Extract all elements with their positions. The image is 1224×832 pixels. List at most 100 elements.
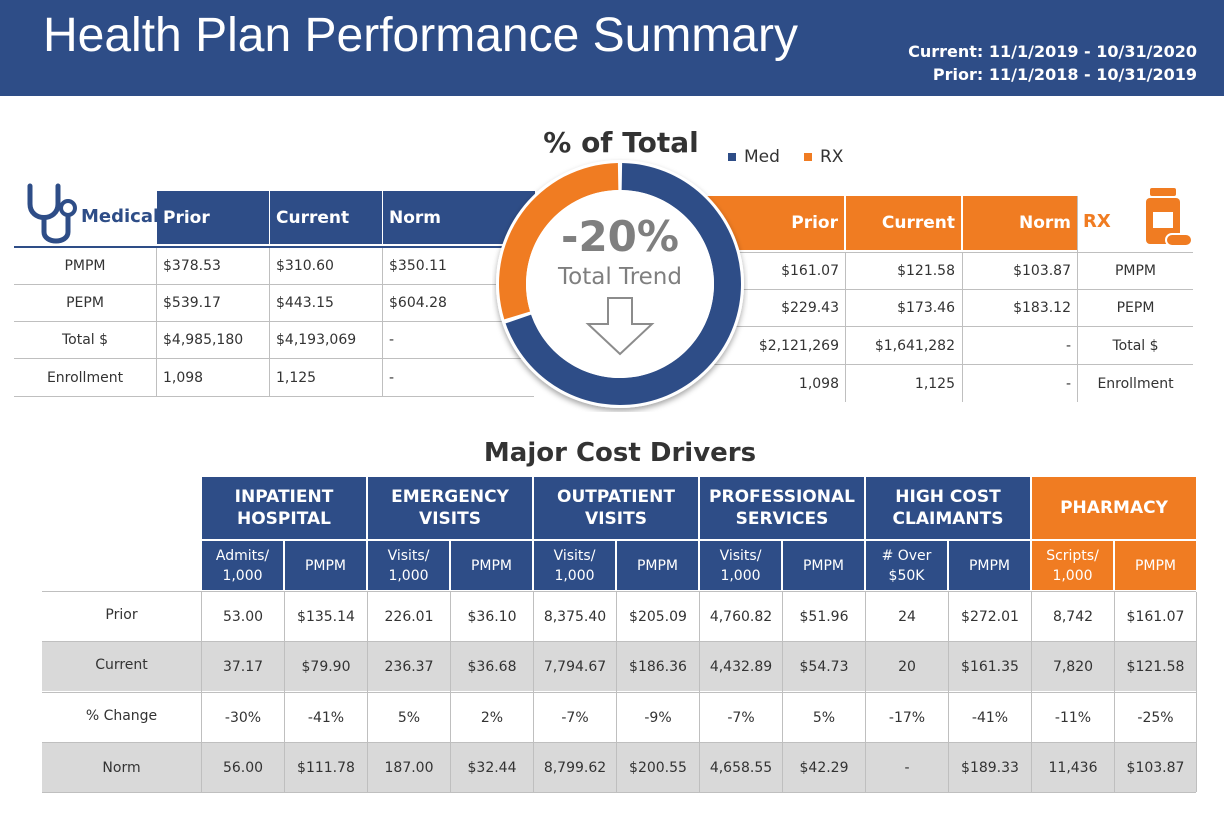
medical-row-divider [14, 396, 534, 397]
medical-row-label: Total $ [61, 332, 109, 348]
medical-cell: $443.15 [276, 295, 334, 311]
medical-cell: - [389, 369, 395, 386]
medical-cell: $4,193,069 [276, 332, 357, 348]
drivers-col-divider [450, 592, 451, 792]
drivers-col-divider [948, 592, 949, 792]
subheader-pmpm: PMPM [1115, 541, 1196, 590]
drivers-col-divider [616, 592, 617, 792]
page-title: Health Plan Performance Summary [43, 9, 798, 62]
legend-item-med: Med [728, 147, 780, 167]
header-banner: Health Plan Performance Summary Current:… [0, 0, 1224, 96]
medical-cell: 1,125 [276, 369, 317, 386]
donut-slice-rx [499, 163, 619, 320]
drivers-cell: -41% [971, 709, 1009, 726]
subheader-metric: Scripts/ 1,000 [1032, 541, 1113, 590]
rx-cell: $2,121,269 [758, 337, 839, 354]
drivers-cell: 53.00 [222, 608, 264, 625]
medical-col-prior: Prior [157, 191, 269, 244]
rx-col-divider [1077, 196, 1078, 402]
drivers-cell: 8,742 [1052, 608, 1094, 625]
medical-row-divider [14, 358, 534, 359]
drivers-cell: $186.36 [629, 659, 687, 675]
rx-col-current: Current [846, 196, 961, 250]
drivers-cell: 24 [898, 608, 916, 625]
drivers-cell: -30% [224, 709, 262, 726]
drivers-row-divider [42, 641, 1196, 642]
drivers-col-divider [1114, 592, 1115, 792]
drivers-col-divider [699, 592, 700, 792]
subheader-pmpm: PMPM [949, 541, 1030, 590]
rx-header-rule [706, 252, 1193, 253]
drivers-cell: 20 [898, 659, 916, 675]
subheader-metric: Visits/ 1,000 [368, 541, 449, 590]
rx-cell: $121.58 [897, 262, 955, 279]
donut-hole [526, 190, 714, 378]
rx-cell: $229.43 [781, 300, 839, 316]
rx-cell: $161.07 [781, 262, 839, 279]
medical-col-divider [156, 248, 157, 396]
drivers-col-divider [367, 592, 368, 792]
drivers-cell: -7% [727, 709, 755, 726]
drivers-cell: 8,375.40 [543, 608, 607, 625]
rx-cell: - [1065, 375, 1071, 392]
drivers-cell: 4,432.89 [709, 659, 773, 675]
drivers-col-divider [865, 592, 866, 792]
group-header-professional: PROFESSIONAL SERVICES [700, 477, 864, 539]
subheader-pmpm: PMPM [783, 541, 864, 590]
rx-col-divider [845, 252, 846, 402]
rx-col-norm: Norm [963, 196, 1077, 250]
subheader-pmpm: PMPM [285, 541, 366, 590]
date-ranges: Current: 11/1/2019 - 10/31/2020 Prior: 1… [908, 40, 1197, 86]
rx-cell: $103.87 [1013, 262, 1071, 279]
drivers-cell: $103.87 [1126, 759, 1185, 776]
medical-col-divider [382, 248, 383, 396]
drivers-cell: 226.01 [384, 608, 434, 625]
drivers-cell: -17% [888, 709, 926, 726]
medical-row-label: Enrollment [46, 369, 124, 386]
drivers-cell: $51.96 [799, 608, 849, 625]
drivers-cell: 56.00 [222, 759, 264, 776]
drivers-cell: 4,760.82 [709, 608, 773, 625]
drivers-row-label: Prior [105, 607, 138, 623]
legend-swatch-rx [804, 153, 812, 161]
chart-title: % of Total [543, 126, 699, 159]
drivers-cell: 2% [480, 709, 504, 726]
medical-col-divider [269, 248, 270, 396]
drivers-col-divider [1031, 592, 1032, 792]
rx-row-label: Total $ [1112, 337, 1159, 354]
drivers-cell: 5% [397, 709, 421, 726]
drivers-col-divider [1196, 592, 1197, 792]
drivers-cell: $36.68 [467, 659, 517, 675]
medical-cell: $604.28 [389, 295, 447, 311]
current-period: Current: 11/1/2019 - 10/31/2020 [908, 42, 1197, 61]
total-trend-value: -20% [561, 212, 679, 261]
rx-row-label: Enrollment [1097, 375, 1174, 392]
drivers-cell: $32.44 [467, 759, 517, 776]
drivers-row-divider [42, 591, 1196, 592]
drivers-cell: $54.73 [799, 659, 849, 675]
subheader-pmpm: PMPM [451, 541, 532, 590]
stethoscope-icon [27, 183, 77, 244]
drivers-cell: 37.17 [222, 659, 264, 675]
medical-cell: $310.60 [276, 258, 334, 274]
subheader-pmpm: PMPM [617, 541, 698, 590]
rx-row-divider [706, 289, 1193, 290]
drivers-cell: 7,820 [1052, 659, 1094, 675]
drivers-cell: 5% [812, 709, 836, 726]
medical-col-norm: Norm [383, 191, 535, 244]
drivers-cell: $36.10 [467, 608, 517, 625]
drivers-col-divider [201, 592, 202, 792]
drivers-row-divider [42, 692, 1196, 693]
rx-cell: 1,125 [914, 375, 955, 392]
drivers-row-label: % Change [85, 708, 158, 724]
drivers-col-divider [284, 592, 285, 792]
drivers-cell: - [904, 759, 910, 776]
subheader-metric: Visits/ 1,000 [534, 541, 615, 590]
pill-bottle-icon [1146, 188, 1193, 247]
drivers-cell: $161.35 [961, 659, 1019, 675]
drivers-cell: -9% [644, 709, 672, 726]
drivers-cell: $42.29 [799, 759, 849, 776]
drivers-cell: -11% [1054, 709, 1092, 726]
drivers-cell: 7,794.67 [543, 659, 607, 675]
medical-row-divider [14, 321, 534, 322]
